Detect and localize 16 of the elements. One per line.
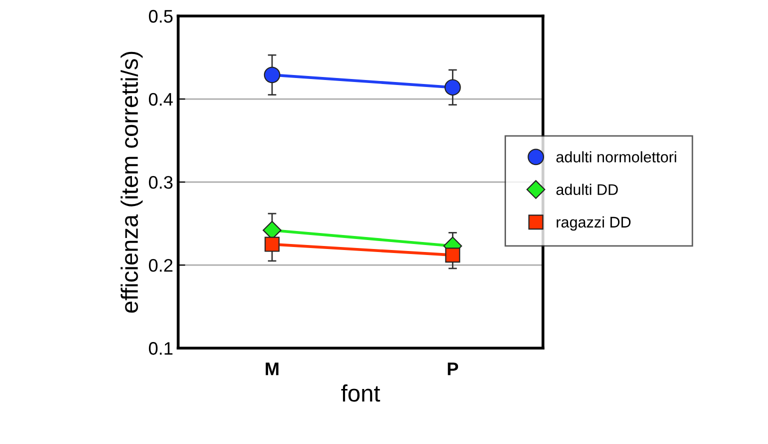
point	[444, 79, 461, 96]
x-axis-title: font	[341, 384, 380, 402]
y-tick-label: 0.3	[148, 176, 173, 189]
point	[264, 236, 280, 252]
y-tick-label: 0.1	[148, 342, 172, 355]
point	[445, 248, 460, 263]
point	[264, 66, 280, 84]
legend-label: ragazzi DD	[556, 216, 631, 231]
x-tick-label: M	[266, 362, 278, 376]
y-tick-label: 0.4	[148, 92, 173, 106]
x-tick-label: P	[448, 362, 458, 376]
y-tick-label: 0.5	[148, 10, 173, 23]
legend-label: adulti normolettori	[556, 151, 676, 162]
y-axis-title: efficienza (item corretti/s)	[120, 52, 143, 313]
y-tick-label: 0.2	[148, 259, 172, 272]
legend-label: adulti DD	[556, 184, 618, 196]
